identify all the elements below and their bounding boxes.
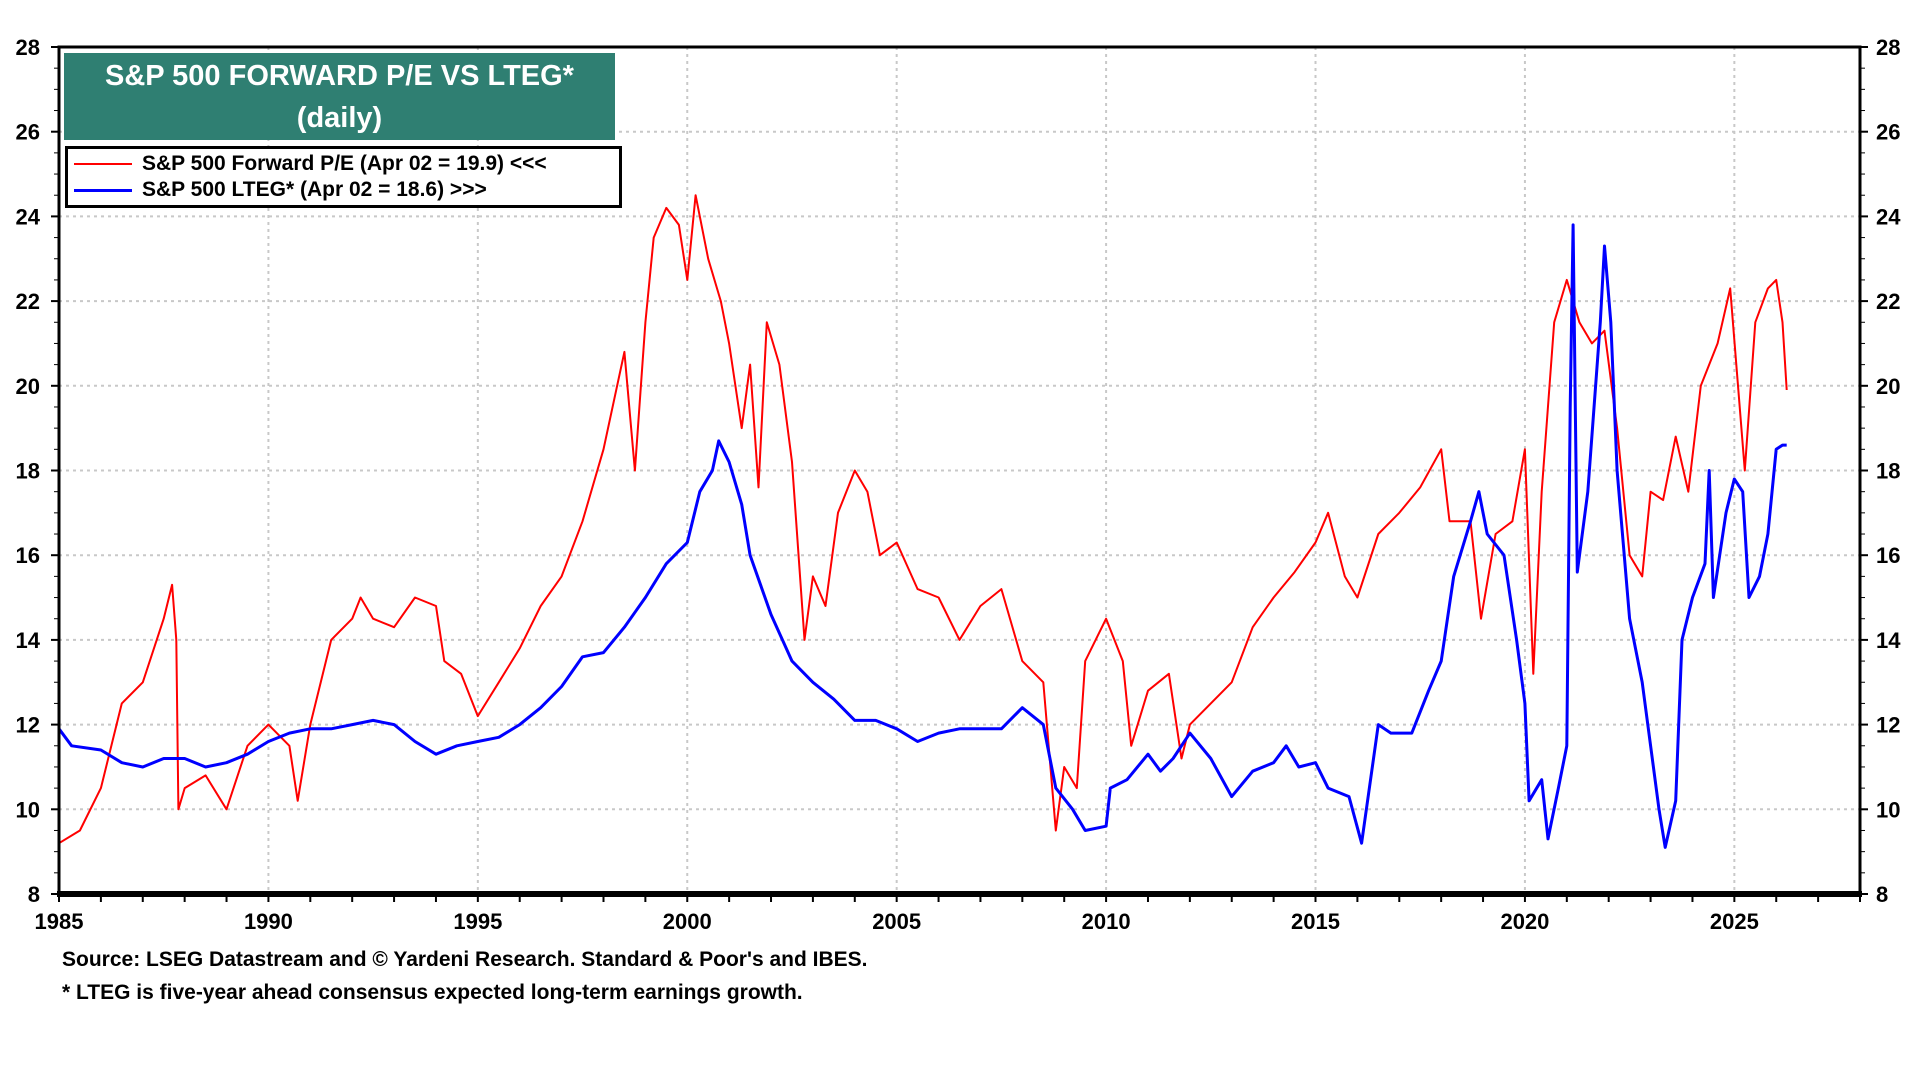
forward-pe-line bbox=[58, 194, 1788, 845]
y-tick-label-left: 12 bbox=[16, 713, 40, 738]
lteg-footnote: * LTEG is five-year ahead consensus expe… bbox=[62, 981, 803, 1004]
legend-label: S&P 500 LTEG* (Apr 02 = 18.6) >>> bbox=[142, 178, 487, 201]
legend-swatch-blue bbox=[74, 188, 132, 192]
legend-item-lteg: S&P 500 LTEG* (Apr 02 = 18.6) >>> bbox=[74, 178, 487, 202]
y-tick-label-left: 18 bbox=[16, 459, 40, 484]
y-tick-label-right: 10 bbox=[1876, 797, 1900, 822]
series-lines bbox=[57, 194, 1788, 849]
legend-item-forward-pe: S&P 500 Forward P/E (Apr 02 = 19.9) <<< bbox=[74, 152, 547, 176]
x-axis-bar bbox=[57, 891, 1862, 897]
y-tick-label-left: 16 bbox=[16, 543, 40, 568]
x-tick-label: 2000 bbox=[663, 909, 712, 934]
y-tick-label-right: 20 bbox=[1876, 374, 1900, 399]
y-tick-label-left: 14 bbox=[16, 628, 41, 653]
y-tick-label-left: 22 bbox=[16, 289, 40, 314]
legend-swatch-red bbox=[74, 163, 132, 165]
x-tick-label: 2025 bbox=[1710, 909, 1759, 934]
y-tick-label-right: 18 bbox=[1876, 459, 1900, 484]
source-note: Source: LSEG Datastream and © Yardeni Re… bbox=[62, 948, 868, 971]
x-tick-label: 2020 bbox=[1500, 909, 1549, 934]
title-line-1: S&P 500 FORWARD P/E VS LTEG* bbox=[105, 60, 574, 92]
y-tick-label-right: 22 bbox=[1876, 289, 1900, 314]
chart-title: S&P 500 FORWARD P/E VS LTEG* (daily) bbox=[64, 53, 615, 140]
y-tick-label-right: 12 bbox=[1876, 713, 1900, 738]
y-tick-label-left: 28 bbox=[16, 35, 40, 60]
lteg-line bbox=[57, 223, 1787, 849]
legend-label: S&P 500 Forward P/E (Apr 02 = 19.9) <<< bbox=[142, 152, 547, 175]
y-tick-label-left: 26 bbox=[16, 120, 40, 145]
x-tick-label: 2015 bbox=[1291, 909, 1340, 934]
axis-ticks bbox=[51, 46, 1868, 902]
y-tick-label-left: 20 bbox=[16, 374, 40, 399]
y-tick-label-right: 28 bbox=[1876, 35, 1900, 60]
y-tick-label-right: 16 bbox=[1876, 543, 1900, 568]
x-tick-label: 1990 bbox=[244, 909, 293, 934]
y-tick-label-left: 8 bbox=[28, 882, 40, 907]
x-tick-label: 2005 bbox=[872, 909, 921, 934]
x-tick-label: 2010 bbox=[1082, 909, 1131, 934]
x-tick-label: 1995 bbox=[453, 909, 502, 934]
legend: S&P 500 Forward P/E (Apr 02 = 19.9) <<< … bbox=[65, 146, 622, 208]
y-tick-label-right: 26 bbox=[1876, 120, 1900, 145]
title-line-2: (daily) bbox=[296, 102, 383, 134]
y-tick-label-left: 24 bbox=[16, 204, 41, 229]
y-tick-label-right: 14 bbox=[1876, 628, 1901, 653]
y-tick-label-left: 10 bbox=[16, 797, 40, 822]
y-tick-label-right: 24 bbox=[1876, 204, 1901, 229]
x-tick-label: 1985 bbox=[35, 909, 84, 934]
y-tick-label-right: 8 bbox=[1876, 882, 1888, 907]
